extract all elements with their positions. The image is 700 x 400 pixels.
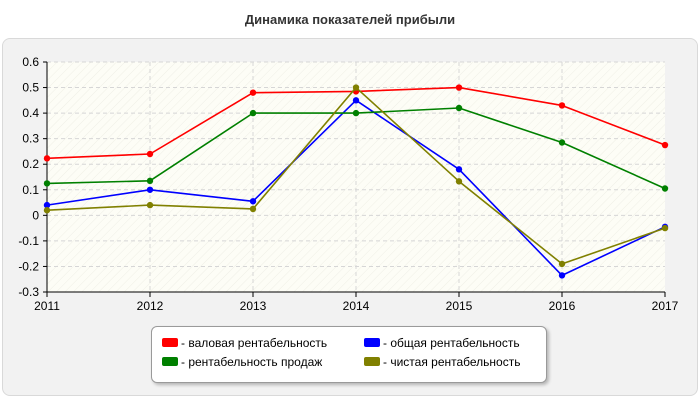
y-tick-label: -0.1	[18, 234, 39, 248]
data-point	[661, 185, 669, 192]
y-tick-label: 0.5	[22, 81, 39, 95]
series-0	[43, 84, 669, 162]
x-tick-label: 2013	[240, 299, 267, 313]
data-point	[249, 198, 257, 205]
legend-swatch	[364, 338, 380, 348]
data-point	[661, 224, 669, 232]
y-tick-label: 0	[32, 208, 39, 222]
data-point	[352, 97, 360, 104]
legend-item-net-margin: - чистая рентабельность	[364, 355, 520, 369]
data-point	[146, 186, 154, 193]
y-tick-label: -0.3	[18, 285, 39, 299]
y-tick-label: 0.6	[22, 55, 39, 69]
x-tick-label: 2015	[446, 299, 473, 313]
data-point	[43, 180, 51, 187]
data-point	[249, 205, 257, 213]
data-point	[455, 84, 463, 91]
data-point	[43, 201, 51, 209]
data-point	[558, 260, 566, 268]
y-tick-label: 0.2	[22, 157, 39, 171]
y-tick-label: 0.4	[22, 106, 39, 120]
data-point	[146, 201, 154, 209]
x-tick-label: 2017	[652, 299, 679, 313]
y-tick-label: 0.3	[22, 132, 39, 146]
data-point	[352, 109, 360, 117]
legend: - валовая рентабельность - общая рентабе…	[151, 326, 547, 383]
legend-swatch	[162, 357, 178, 367]
y-tick-label: -0.2	[18, 259, 39, 273]
data-point	[558, 272, 566, 279]
y-tick-label: 0.1	[22, 183, 39, 197]
data-point	[558, 139, 566, 146]
legend-swatch	[162, 338, 178, 348]
legend-item-gross-margin: - валовая рентабельность	[162, 336, 327, 350]
chart-title: Динамика показателей прибыли	[244, 12, 456, 27]
legend-label: - валовая рентабельность	[181, 336, 328, 350]
series-2	[43, 104, 669, 192]
legend-label: - рентабельность продаж	[181, 355, 323, 369]
data-point	[249, 109, 257, 117]
legend-item-total-margin: - общая рентабельность	[364, 336, 520, 350]
x-tick-label: 2014	[343, 299, 370, 313]
data-point	[558, 102, 566, 109]
data-point	[43, 155, 51, 162]
data-point	[455, 104, 463, 112]
data-point	[455, 178, 463, 185]
data-point	[249, 89, 257, 96]
legend-item-sales-margin: - рентабельность продаж	[162, 355, 322, 369]
data-point	[455, 166, 463, 173]
data-point	[661, 141, 669, 149]
series-3	[43, 84, 669, 268]
x-tick-label: 2016	[549, 299, 576, 313]
data-point	[146, 177, 154, 185]
x-tick-label: 2012	[137, 299, 164, 313]
data-point	[352, 84, 360, 91]
legend-swatch	[364, 357, 380, 367]
data-point	[43, 207, 51, 214]
series-layer	[43, 84, 669, 279]
axes	[43, 61, 666, 297]
legend-label: - чистая рентабельность	[383, 355, 521, 369]
data-point	[146, 150, 154, 158]
legend-label: - общая рентабельность	[383, 336, 520, 350]
x-tick-label: 2011	[34, 299, 60, 313]
